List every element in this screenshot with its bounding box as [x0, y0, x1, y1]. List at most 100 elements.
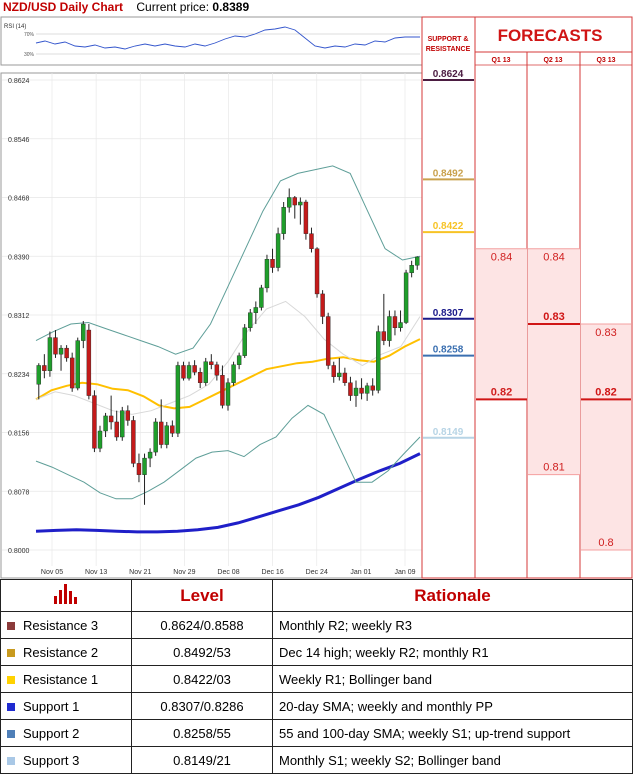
x-tick-label: Jan 01	[350, 569, 371, 576]
rsi-lower-label: 30%	[24, 52, 35, 58]
level-rationale: Dec 14 high; weekly R2; monthly R1	[272, 638, 633, 666]
forecast-low-label: 0.82	[491, 386, 512, 398]
candle-body	[337, 372, 342, 377]
y-tick-label: 0.8624	[8, 78, 30, 85]
sr-label: 0.8422	[433, 221, 464, 232]
candle-body	[197, 372, 203, 383]
candle-body	[36, 365, 41, 385]
indicator-line	[35, 452, 421, 534]
level-color-swatch	[7, 676, 15, 685]
forecast-ranges: 0.84 0.82 0.84 0.81 0.83 0.83 0.8 0.82	[476, 248, 631, 551]
level-name-cell: Support 2	[0, 719, 132, 747]
table-header-row: Level Rationale	[0, 579, 633, 612]
candle-body	[303, 201, 309, 234]
table-row: Resistance 2 0.8492/53 Dec 14 high; weekly…	[0, 638, 633, 666]
candle-body	[364, 385, 370, 394]
candle-body	[415, 256, 420, 266]
sr-label: 0.8624	[433, 69, 464, 80]
level-name: Support 2	[23, 725, 80, 741]
y-tick-label: 0.8156	[8, 431, 30, 438]
candle-body	[192, 365, 197, 373]
table-row: Support 1 0.8307/0.8286 20-day SMA; weekly…	[0, 692, 633, 720]
forecast-high-label: 0.84	[543, 252, 564, 264]
indicator-line	[35, 165, 421, 355]
sr-label: 0.8258	[433, 345, 464, 356]
rsi-upper-label: 70%	[24, 32, 35, 38]
indicator-line	[35, 300, 421, 415]
forecast-low-label: 0.8	[598, 537, 613, 549]
sr-label: 0.8149	[433, 427, 464, 438]
candle-body	[47, 337, 53, 371]
level-value: 0.8492/53	[131, 638, 273, 666]
level-value: 0.8149/21	[131, 746, 273, 774]
y-tick-label: 0.8000	[8, 548, 30, 555]
candle-body	[320, 293, 325, 317]
y-tick-label: 0.8312	[8, 313, 30, 320]
candle-body	[359, 387, 364, 394]
candle-body	[175, 365, 181, 434]
level-name: Support 1	[23, 698, 80, 714]
candle-body	[342, 372, 348, 383]
candle-body	[203, 361, 208, 383]
level-color-swatch	[7, 757, 15, 766]
forecast-q1-label: Q1 13	[491, 57, 510, 64]
plot-frame	[0, 72, 423, 579]
price-label: Current price:	[136, 0, 210, 14]
candle-body	[403, 272, 409, 323]
candle-body	[248, 312, 253, 329]
forecast-range	[476, 248, 527, 400]
rsi-line	[35, 26, 420, 50]
forecast-mid-label: 0.83	[543, 311, 564, 323]
candle-body	[81, 323, 86, 341]
sr-header-line1: SUPPORT &	[428, 36, 469, 43]
x-tick-label: Dec 08	[217, 569, 239, 576]
candle-body	[131, 420, 136, 464]
y-tick-label: 0.8390	[8, 254, 30, 261]
x-tick-label: Dec 24	[306, 569, 328, 576]
level-name: Resistance 3	[23, 617, 99, 633]
sr-label: 0.8307	[433, 308, 464, 319]
levels-table: Level Rationale Resistance 3 0.8624/0.858…	[0, 579, 633, 774]
level-color-swatch	[7, 703, 15, 712]
candle-body	[214, 364, 220, 376]
candle-body	[142, 457, 147, 475]
candle-body	[103, 415, 108, 432]
level-name-cell: Support 3	[0, 746, 132, 774]
table-row: Support 3 0.8149/21 Monthly S1; weekly S2;…	[0, 746, 633, 774]
level-rationale: Monthly R2; weekly R3	[272, 611, 633, 639]
price-chart: RSI (14) 70% 30% 0.8624 0.8546 0.8468 0.839…	[0, 16, 633, 579]
candle-body	[86, 329, 92, 396]
level-value: 0.8307/0.8286	[131, 692, 273, 720]
forecast-low-label: 0.81	[543, 462, 564, 474]
candle-body	[236, 355, 242, 365]
candles	[36, 188, 420, 505]
y-tick-label: 0.8468	[8, 196, 30, 203]
x-tick-label: Nov 13	[85, 569, 107, 576]
rsi-label: RSI (14)	[4, 24, 26, 30]
y-axis-labels: 0.8624 0.8546 0.8468 0.8390 0.8312 0.8234 0.81…	[8, 78, 30, 555]
forecast-title: FORECASTS	[498, 26, 603, 45]
forecast-range	[528, 248, 580, 475]
candle-body	[253, 307, 259, 313]
candle-body	[120, 410, 125, 438]
candle-body	[264, 259, 270, 289]
candle-body	[181, 365, 186, 379]
level-name-cell: Resistance 2	[0, 638, 132, 666]
candle-body	[259, 287, 264, 308]
candle-body	[69, 357, 75, 389]
sr-label: 0.8492	[433, 168, 464, 179]
col-level-header: Level	[131, 579, 273, 612]
candle-body	[348, 382, 353, 396]
y-tick-label: 0.8234	[8, 372, 30, 379]
indicator-line	[35, 404, 421, 500]
level-color-swatch	[7, 730, 15, 739]
level-name-cell: Resistance 3	[0, 611, 132, 639]
table-row: Support 2 0.8258/55 55 and 100-day SMA; we…	[0, 719, 633, 747]
candle-body	[53, 337, 58, 355]
candle-body	[220, 375, 225, 406]
rsi-panel: RSI (14) 70% 30%	[0, 16, 423, 66]
candle-body	[147, 451, 153, 459]
candle-body	[353, 387, 359, 396]
table-logo-cell	[0, 579, 132, 612]
x-tick-label: Jan 09	[394, 569, 415, 576]
